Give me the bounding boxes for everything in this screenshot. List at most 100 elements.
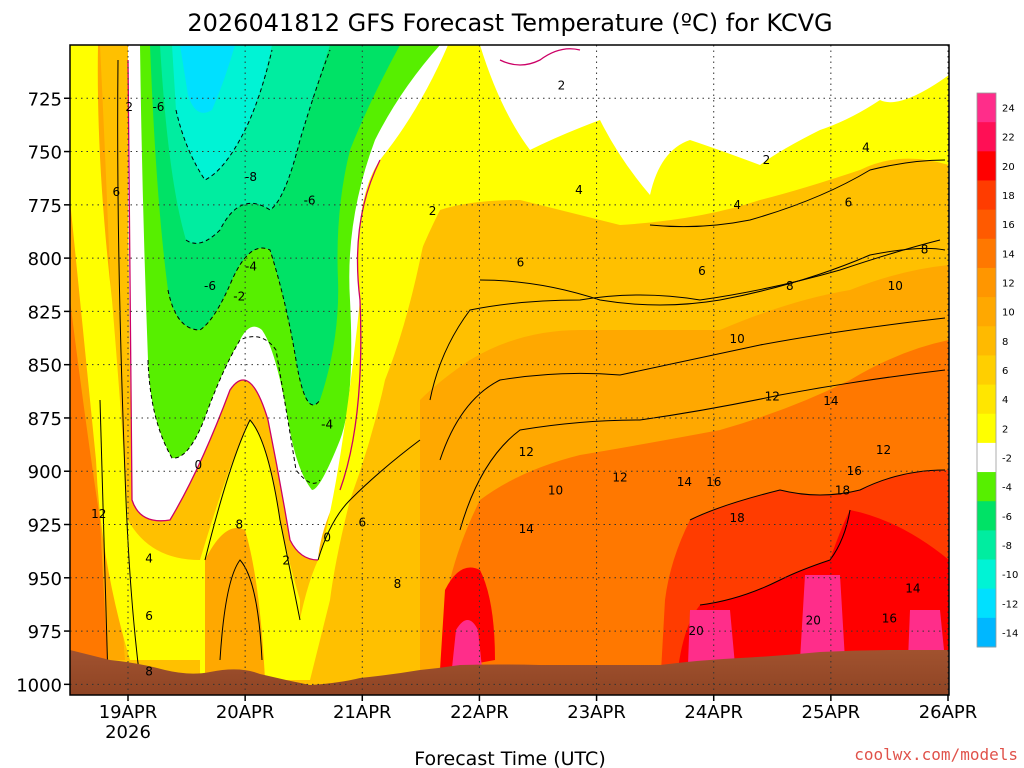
x-year-label: 2026 xyxy=(105,722,151,743)
contour-label: 2 xyxy=(558,78,566,92)
colorbar-label: -8 xyxy=(1002,541,1012,552)
colorbar-swatch xyxy=(977,384,996,415)
contour-label: 2 xyxy=(681,34,689,48)
colorbar-swatch xyxy=(977,413,996,444)
contour-label: 18 xyxy=(730,511,745,525)
isotherm-negative xyxy=(167,247,321,406)
colorbar-frame xyxy=(976,92,997,648)
region-white-right xyxy=(480,45,949,195)
colorbar-label: 14 xyxy=(1002,249,1015,260)
x-tick-label: 21APR xyxy=(333,702,392,723)
colorbar-label: -4 xyxy=(1002,483,1012,494)
contour-label: 16 xyxy=(706,475,721,489)
x-tick-label: 25APR xyxy=(802,702,861,723)
contour-label: -4 xyxy=(321,417,333,431)
contour-label: 10 xyxy=(730,332,745,346)
contour-label: 6 xyxy=(517,255,525,269)
contour-label: 14 xyxy=(823,394,838,408)
region-pink-mid xyxy=(452,620,482,668)
colorbar-label: 4 xyxy=(1002,395,1008,406)
isotherm xyxy=(429,239,941,401)
isotherm-negative xyxy=(185,49,331,244)
contour-label: 12 xyxy=(519,445,534,459)
contour-label: 18 xyxy=(835,483,850,497)
y-tick-label: 725 xyxy=(28,89,62,110)
contour-label: 4 xyxy=(862,140,870,154)
colorbar-swatch xyxy=(977,559,996,590)
y-tick-label: 1000 xyxy=(16,675,62,696)
contour-label: 16 xyxy=(882,611,897,625)
x-tick-label: 19APR xyxy=(99,702,158,723)
colorbar-swatch xyxy=(977,238,996,269)
contour-label: -8 xyxy=(245,170,257,184)
x-axis-title: Forecast Time (UTC) xyxy=(414,748,605,768)
isotherm xyxy=(219,559,263,661)
contour-label: 4 xyxy=(145,552,153,566)
chart-title: 2026041812 GFS Forecast Temperature (ºC)… xyxy=(187,9,832,37)
contour-label: 6 xyxy=(358,515,366,529)
y-tick-label: 950 xyxy=(28,569,62,590)
colorbar-label: 12 xyxy=(1002,279,1015,290)
colorbar-swatch xyxy=(977,588,996,619)
contour-label: 14 xyxy=(519,522,534,536)
contour-label: 10 xyxy=(548,483,563,497)
colorbar-swatch xyxy=(977,122,996,152)
contour-label: 10 xyxy=(888,279,903,293)
contour-label: 8 xyxy=(394,577,402,591)
colorbar-label: -2 xyxy=(1002,453,1012,464)
colorbar-swatch xyxy=(977,93,996,123)
x-axis: 19APR 20APR 21APR 22APR 23APR 24APR 25APR 26APR xyxy=(99,695,978,723)
y-tick-label: 750 xyxy=(28,143,62,164)
region-orange-low-left xyxy=(205,528,265,680)
isotherm xyxy=(479,247,946,306)
colorbar-label: -6 xyxy=(1002,512,1012,523)
contour-label: 2 xyxy=(125,100,133,114)
contour-label: 2 xyxy=(429,204,437,218)
x-tick-label: 26APR xyxy=(919,702,978,723)
isotherm xyxy=(99,399,109,681)
contour-label: 4 xyxy=(575,183,583,197)
contour-label: 0 xyxy=(194,458,202,472)
x-tick-label: 24APR xyxy=(684,702,743,723)
isotherm-zero xyxy=(127,59,319,561)
contour-label: -6 xyxy=(152,100,164,114)
y-tick-label: 925 xyxy=(28,516,62,537)
contour-label: 12 xyxy=(876,443,891,457)
colorbar-swatch xyxy=(977,326,996,356)
isotherms xyxy=(99,59,946,681)
colorbar-label: 8 xyxy=(1002,337,1008,348)
x-tick-label: 20APR xyxy=(216,702,275,723)
isotherm xyxy=(689,469,946,521)
colorbar-swatch xyxy=(977,209,996,240)
contour-label: 8 xyxy=(921,243,929,257)
colorbar-label: 2 xyxy=(1002,424,1008,435)
colorbar-label: 20 xyxy=(1002,162,1015,173)
plot-frame xyxy=(69,44,950,696)
contour-label: 4 xyxy=(733,198,741,212)
contour-label: 14 xyxy=(905,581,920,595)
region-yellow-left xyxy=(70,45,205,660)
isotherm xyxy=(649,159,946,228)
colorbar-label: 18 xyxy=(1002,191,1015,202)
contour-label: 12 xyxy=(91,507,106,521)
y-axis: 725 750 775 800 825 850 875 900 925 950 975 1000 xyxy=(16,89,70,696)
x-tick-label: 22APR xyxy=(450,702,509,723)
x-tick-label: 23APR xyxy=(567,702,626,723)
colorbar-swatch xyxy=(977,501,996,531)
contour-label: 8 xyxy=(235,518,243,532)
colorbar-swatch xyxy=(977,617,996,648)
contour-label: 16 xyxy=(847,464,862,478)
colorbar-swatch xyxy=(977,355,996,386)
contour-label: -4 xyxy=(245,260,257,274)
contour-label: 6 xyxy=(145,609,153,623)
y-tick-label: 850 xyxy=(28,356,62,377)
colorbar-label: 10 xyxy=(1002,308,1015,319)
contour-label: 0 xyxy=(323,530,331,544)
y-tick-label: 775 xyxy=(28,196,62,217)
region-cold-lightblue xyxy=(180,45,235,113)
y-tick-label: 975 xyxy=(28,622,62,643)
isotherm xyxy=(439,317,946,461)
